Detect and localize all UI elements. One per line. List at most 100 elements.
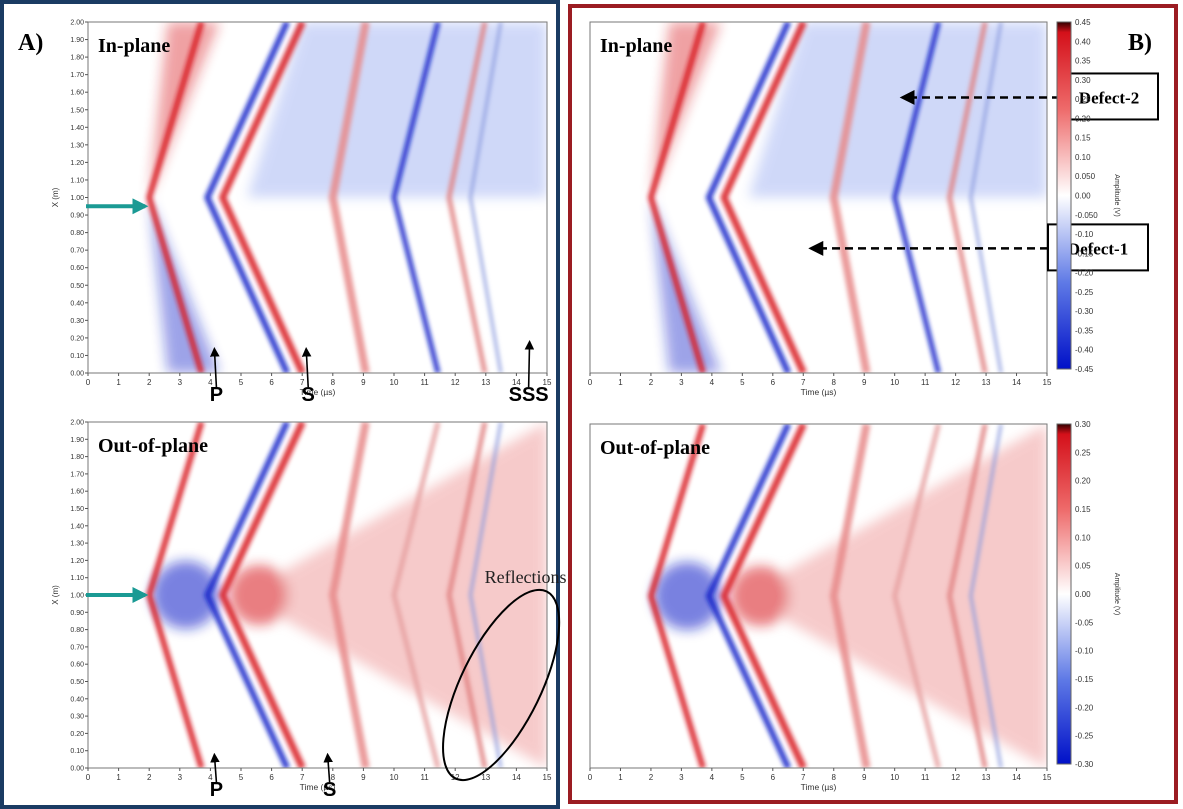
colorbar-tick-label: -0.20 [1075,703,1094,712]
colorbar-tick-label: -0.20 [1075,269,1094,278]
colorbar-tick-label: -0.050 [1075,211,1098,220]
y-tick-label: 1.20 [70,558,84,565]
x-tick-label: 5 [740,378,745,387]
panel-b-label: B) [1128,30,1152,56]
wave-label-arrow [323,752,333,783]
colorbar-gradient [1056,423,1072,765]
colorbar-tick-label: 0.40 [1075,37,1091,46]
y-tick-label: 0.40 [70,696,84,703]
y-tick-label: 1.90 [70,37,84,44]
x-axis-label: Time (µs) [801,387,837,397]
y-tick-label: 1.90 [70,437,84,444]
y-tick-label: 1.30 [70,142,84,149]
x-tick-label: 14 [512,773,521,782]
x-tick-label: 2 [147,378,152,387]
colorbar-tick-label: 0.25 [1075,95,1091,104]
x-tick-label: 0 [86,378,91,387]
wavefield [146,22,547,373]
y-tick-label: 0.70 [70,248,84,255]
plot-title: Out-of-plane [98,435,208,457]
x-tick-label: 12 [451,378,460,387]
colorbar-tick-label: 0.30 [1075,420,1091,429]
wave-front-1 [204,422,290,768]
x-tick-label: 11 [420,378,429,387]
lobe-secondary [748,22,1047,198]
wave-front-3 [328,422,370,768]
lobe-positive [650,22,722,198]
y-tick-label: 0.40 [70,300,84,307]
x-tick-label: 0 [588,378,593,387]
colorbar-tick-label: 0.050 [1075,172,1096,181]
x-tick-label: 14 [1012,378,1021,387]
x-tick-label: 14 [1012,773,1021,782]
x-tick-label: 9 [361,378,366,387]
x-tick-label: 11 [921,378,930,387]
wave-label: P [210,779,223,801]
colorbar-label: Amplitude (V) [1113,174,1120,216]
wave-front-4 [892,424,941,768]
x-tick-label: 1 [618,378,623,387]
y-tick-label: 0.50 [70,283,84,290]
y-tick-label: 1.00 [70,195,84,202]
y-tick-label: 0.90 [70,610,84,617]
colorbar-tick-label: 0.15 [1075,505,1091,514]
x-tick-label: 13 [481,378,490,387]
x-tick-label: 9 [862,773,867,782]
colorbar-tick-label: 0.05 [1075,562,1091,571]
x-tick-label: 6 [771,773,776,782]
y-tick-label: 0.30 [70,714,84,721]
x-tick-label: 6 [269,378,274,387]
y-tick-label: 0.20 [70,731,84,738]
colorbar-tick-label: 0.35 [1075,57,1091,66]
x-tick-label: 15 [543,773,552,782]
y-tick-label: 0.00 [70,371,84,378]
y-tick-label: 0.30 [70,318,84,325]
wave-front-5 [947,424,988,768]
wave-label-arrow [210,752,220,783]
y-tick-label: 0.60 [70,662,84,669]
y-tick-label: 0.10 [70,353,84,360]
wave-front-0 [146,22,205,373]
y-tick-label: 1.20 [70,160,84,167]
colorbar-tick-label: -0.10 [1075,230,1094,239]
wavefield [647,22,1047,373]
colorbar-label: Amplitude (V) [1113,573,1120,615]
y-tick-label: 1.40 [70,125,84,132]
x-tick-label: 8 [331,773,336,782]
plot-title: Out-of-plane [600,437,710,459]
y-tick-label: 1.70 [70,72,84,79]
wave-front-6 [469,22,503,373]
colorbar-tick-label: -0.30 [1075,760,1094,769]
y-tick-label: 0.60 [70,265,84,272]
x-tick-label: 4 [710,773,715,782]
x-tick-label: 8 [832,773,837,782]
y-tick-label: 0.80 [70,230,84,237]
wave-front-5 [446,22,488,373]
plot-title: In-plane [600,35,672,57]
x-axis-label: Time (µs) [300,782,336,792]
x-tick-label: 15 [543,378,552,387]
x-tick-label: 3 [679,773,684,782]
wave-front-6 [969,22,1003,373]
x-tick-label: 8 [832,378,837,387]
y-tick-label: 1.30 [70,541,84,548]
wave-front-4 [391,22,441,373]
x-tick-label: 15 [1043,378,1052,387]
wave-front-3 [829,424,871,768]
x-tick-label: 11 [420,773,429,782]
x-tick-label: 9 [361,773,366,782]
x-axis-label: Time (µs) [801,782,837,792]
x-tick-label: 13 [982,773,991,782]
x-tick-label: 1 [116,378,121,387]
x-tick-label: 6 [771,378,776,387]
wave-front-1 [705,424,792,768]
wave-front-3 [328,22,370,373]
wave-front-2 [720,22,807,373]
y-tick-label: 0.90 [70,213,84,220]
wave-front-0 [647,424,706,768]
x-tick-label: 2 [649,773,654,782]
lobe-secondary [247,22,547,198]
x-tick-label: 7 [801,378,806,387]
